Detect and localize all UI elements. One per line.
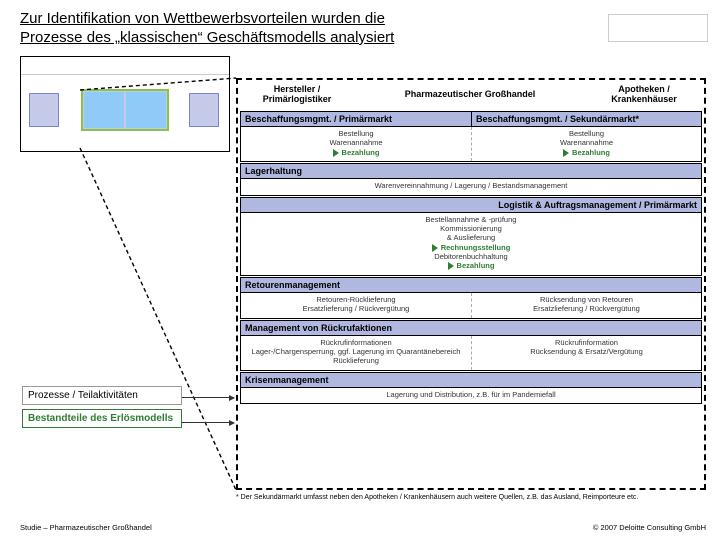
section-retouren-header: Retourenmanagement [241,278,701,293]
besch-item1: Bestellung [245,129,467,138]
section-beschaffung: Beschaffungsmgmt. / Primärmarkt Beschaff… [240,111,702,162]
col-header-hersteller: Hersteller / Primärlogistiker [238,80,356,110]
triangle-icon [333,149,339,157]
log-item6-revenue: Bezahlung [457,261,495,270]
section-lager-body: Warenvereinnahmung / Lagerung / Bestands… [241,179,701,194]
col-header-apotheken: Apotheken / Krankenhäuser [584,80,704,110]
besch-r-item3-revenue: Bezahlung [572,148,610,157]
section-krise-header: Krisenmanagement [241,373,701,388]
section-retouren: Retourenmanagement Retouren-Rücklieferun… [240,277,702,319]
log-item1: Bestellannahme & -prüfung [245,215,697,224]
process-diagram: Hersteller / Primärlogistiker Pharmazeut… [236,78,706,490]
col-header-grosshandel: Pharmazeutischer Großhandel [356,80,584,110]
ret-l1: Retouren-Rücklieferung [245,295,467,304]
triangle-icon [432,244,438,252]
section-lagerhaltung: Lagerhaltung Warenvereinnahmung / Lageru… [240,163,702,195]
log-item4-revenue: Rechnungsstellung [441,243,511,252]
rck-i5: Rücklieferung [245,356,467,365]
legend-erloesmodell: Bestandteile des Erlösmodells [22,409,182,428]
sidebar-hint-box [608,14,708,42]
ret-r1: Rücksendung von Retouren [476,295,697,304]
section-krise: Krisenmanagement Lagerung und Distributi… [240,372,702,404]
legend-arrow-2 [182,422,234,423]
rck-i2: Lager-/Chargensperrung, ggf. Lagerung im… [245,347,467,356]
ret-l2: Ersatzlieferung / Rückvergütung [245,304,467,313]
log-item5: Debitorenbuchhaltung [245,252,697,261]
mini-value-chain-diagram [20,56,230,152]
section-logistik-header: Logistik & Auftragsmanagement / Primärma… [241,198,701,213]
section-beschaffung-body: Bestellung Warenannahme Bezahlung Bestel… [241,127,701,161]
triangle-icon [448,262,454,270]
section-retouren-body: Retouren-Rücklieferung Ersatzlieferung /… [241,293,701,318]
log-item2: Kommissionierung [245,224,697,233]
mini-box-hersteller [29,93,59,127]
besch-item3-revenue: Bezahlung [342,148,380,157]
title-line1: Zur Identifikation von Wettbewerbsvortei… [20,10,385,27]
mini-box-gh-inner2 [126,92,166,128]
rck-i3: Rückrufinformation [476,338,697,347]
section-rueckruf-body: Rückrufinformationen Lager-/Chargensperr… [241,336,701,370]
legend-prozesse: Prozesse / Teilaktivitäten [22,386,182,405]
section-krise-body: Lagerung und Distribution, z.B. für im P… [241,388,701,403]
section-beschaffung-header: Beschaffungsmgmt. / Primärmarkt Beschaff… [241,112,701,127]
besch-r-item1: Bestellung [476,129,697,138]
mini-diagram-header [21,57,229,75]
title-line2: Prozesse des „klassischen“ Geschäftsmode… [20,29,394,46]
footnote: * Der Sekundärmarkt umfasst neben den Ap… [236,494,706,501]
mini-box-gh-inner1 [84,92,124,128]
log-item3: & Auslieferung [245,233,697,242]
column-headers: Hersteller / Primärlogistiker Pharmazeut… [238,80,704,110]
page-title: Zur Identifikation von Wettbewerbsvortei… [20,10,580,48]
footer-right: © 2007 Deloitte Consulting GmbH [593,523,706,532]
section-logistik-body: Bestellannahme & -prüfung Kommissionieru… [241,213,701,275]
rck-i4: Rücksendung & Ersatz/Vergütung [476,347,697,356]
section-lager-header: Lagerhaltung [241,164,701,179]
rck-i1: Rückrufinformationen [245,338,467,347]
legend-arrow-1 [182,397,234,398]
section-rueckruf: Management von Rückrufaktionen Rückrufin… [240,320,702,371]
besch-r-item2: Warenannahme [476,138,697,147]
mini-box-apotheken [189,93,219,127]
besch-item2: Warenannahme [245,138,467,147]
ret-r2: Ersatzlieferung / Rückvergütung [476,304,697,313]
footer-left: Studie – Pharmazeutischer Großhandel [20,523,152,532]
triangle-icon [563,149,569,157]
section-rueckruf-header: Management von Rückrufaktionen [241,321,701,336]
section-logistik: Logistik & Auftragsmanagement / Primärma… [240,197,702,276]
legend: Prozesse / Teilaktivitäten Bestandteile … [22,386,182,428]
